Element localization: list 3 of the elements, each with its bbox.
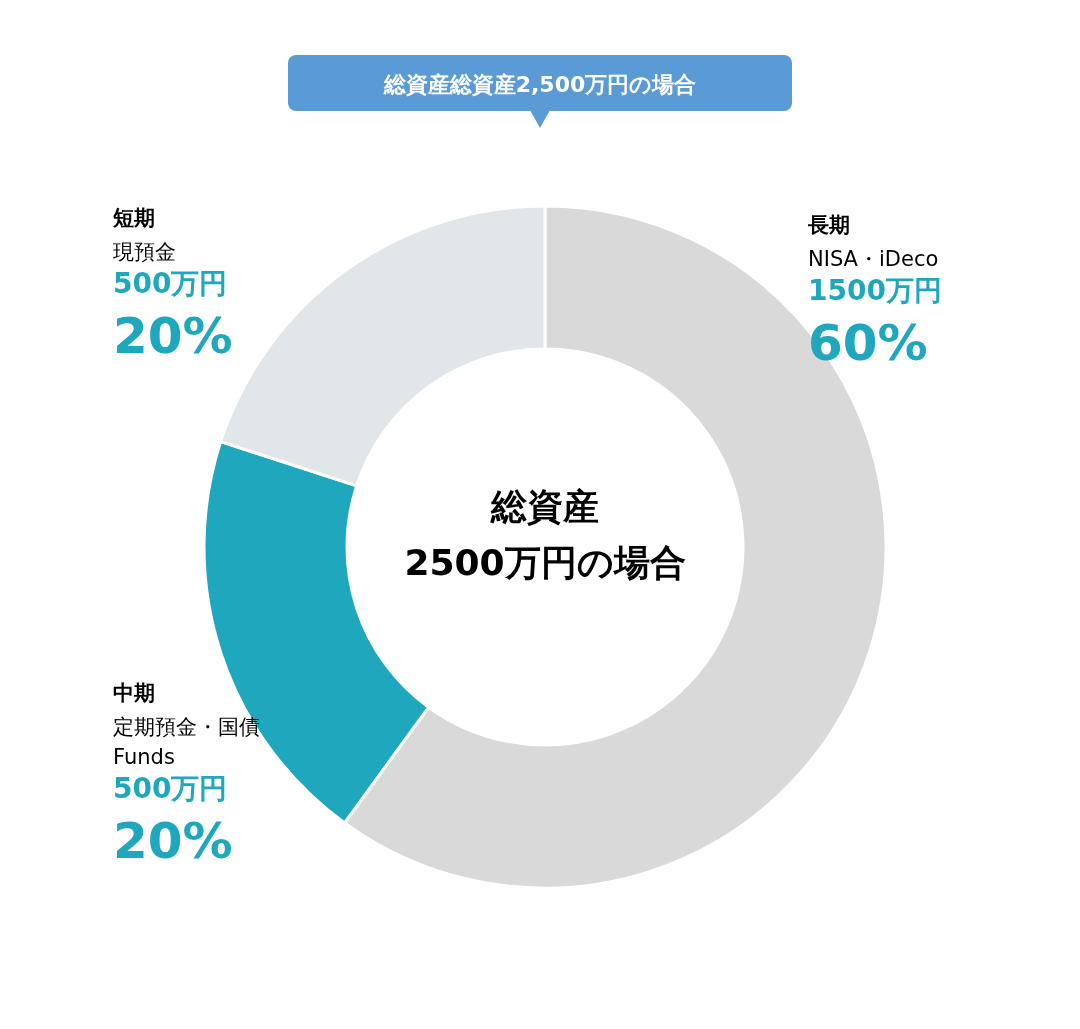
- title: 総資産総資産2,500万円の場合: [288, 55, 792, 128]
- chart-title: 総資産総資産2,500万円の場合: [382, 72, 697, 97]
- text: 総資産 2500万円の場合: [404, 486, 686, 583]
